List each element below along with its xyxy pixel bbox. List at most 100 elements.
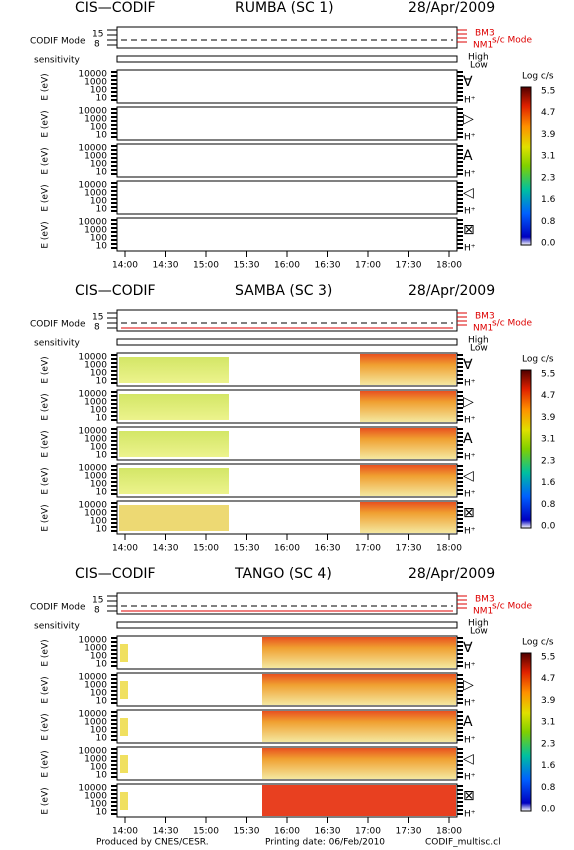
y-tick-label: 1000 bbox=[84, 755, 107, 765]
colorbar-tick-label: 0.0 bbox=[541, 805, 556, 815]
date: 28/Apr/2009 bbox=[408, 283, 495, 299]
mode-low: NM1 bbox=[473, 41, 493, 51]
colorbar-tick-label: 5.5 bbox=[541, 653, 555, 663]
y-tick-label: 100 bbox=[90, 517, 107, 527]
species: H⁺ bbox=[464, 96, 476, 106]
species: H⁺ bbox=[464, 699, 476, 709]
sensitivity-high: High bbox=[468, 619, 489, 629]
colorbar-tick-label: 0.8 bbox=[541, 500, 556, 510]
x-tick-label: 15:30 bbox=[234, 827, 260, 837]
y-tick-label: 100 bbox=[90, 443, 107, 453]
spectrogram-fill bbox=[119, 505, 229, 531]
y-tick-label: 10000 bbox=[78, 181, 107, 191]
y-axis-label: E (eV) bbox=[41, 787, 51, 814]
y-tick-label: 100 bbox=[90, 800, 107, 810]
direction-symbol: ▷ bbox=[463, 111, 474, 127]
spacecraft: SAMBA (SC 3) bbox=[235, 283, 332, 299]
x-tick-label: 16:00 bbox=[274, 827, 300, 837]
spectrogram-fill bbox=[120, 755, 128, 773]
mode-label: CODIF Mode bbox=[30, 320, 86, 330]
direction-symbol: A bbox=[463, 714, 473, 730]
y-tick-label: 10 bbox=[96, 660, 108, 670]
colorbar-title: Log c/s bbox=[522, 72, 554, 82]
species: H⁺ bbox=[464, 453, 476, 463]
y-tick-label: 10 bbox=[96, 94, 108, 104]
colorbar-tick-label: 5.5 bbox=[541, 370, 555, 380]
y-tick-label: 1000 bbox=[84, 78, 107, 88]
colorbar-tick-label: 4.7 bbox=[541, 391, 555, 401]
species: H⁺ bbox=[464, 244, 476, 254]
x-tick-label: 16:30 bbox=[315, 827, 341, 837]
spectrogram-fill bbox=[360, 465, 456, 496]
y-tick-label: 100 bbox=[90, 86, 107, 96]
colorbar-tick-label: 1.6 bbox=[541, 761, 556, 771]
species: H⁺ bbox=[464, 662, 476, 672]
sensitivity-low: Low bbox=[470, 344, 488, 354]
y-tick-label: 10000 bbox=[78, 144, 107, 154]
species: H⁺ bbox=[464, 379, 476, 389]
colorbar-tick-label: 3.9 bbox=[541, 413, 556, 423]
y-tick-label: 1000 bbox=[84, 509, 107, 519]
x-tick-label: 17:30 bbox=[396, 261, 422, 271]
mode-label: CODIF Mode bbox=[30, 603, 86, 613]
direction-symbol: ⊠ bbox=[463, 505, 475, 521]
sensitivity-row bbox=[116, 621, 458, 629]
y-tick-label: 10000 bbox=[78, 710, 107, 720]
y-axis-label: E (eV) bbox=[41, 430, 51, 457]
direction-symbol: ∀ bbox=[463, 74, 473, 90]
y-tick-label: 10 bbox=[96, 771, 108, 781]
spectrogram-fill bbox=[120, 644, 128, 662]
colorbar-tick-label: 3.1 bbox=[541, 718, 555, 728]
spectrogram-panel bbox=[116, 352, 458, 387]
colorbar bbox=[520, 86, 532, 246]
species: H⁺ bbox=[464, 170, 476, 180]
instrument: CIS—CODIF bbox=[75, 566, 156, 582]
y-axis-label: E (eV) bbox=[41, 147, 51, 174]
mode-tick: 15 bbox=[92, 596, 103, 606]
spectrogram-panel bbox=[116, 635, 458, 670]
y-axis-label: E (eV) bbox=[41, 750, 51, 777]
colorbar-tick-label: 3.1 bbox=[541, 435, 555, 445]
species: H⁺ bbox=[464, 527, 476, 537]
x-tick-label: 15:30 bbox=[234, 544, 260, 554]
y-tick-label: 1000 bbox=[84, 435, 107, 445]
species: H⁺ bbox=[464, 490, 476, 500]
spacecraft: RUMBA (SC 1) bbox=[235, 0, 334, 16]
y-tick-label: 100 bbox=[90, 160, 107, 170]
y-axis-label: E (eV) bbox=[41, 676, 51, 703]
y-tick-label: 10 bbox=[96, 414, 108, 424]
y-tick-label: 1000 bbox=[84, 115, 107, 125]
spectrogram-fill bbox=[262, 711, 456, 742]
y-axis-label: E (eV) bbox=[41, 73, 51, 100]
sensitivity-label: sensitivity bbox=[34, 56, 81, 66]
mode-tick: 8 bbox=[94, 40, 100, 50]
instrument: CIS—CODIF bbox=[75, 283, 156, 299]
spacecraft: TANGO (SC 4) bbox=[234, 566, 332, 582]
sensitivity-label: sensitivity bbox=[34, 339, 81, 349]
x-tick-label: 16:00 bbox=[274, 261, 300, 271]
y-tick-label: 100 bbox=[90, 197, 107, 207]
colorbar-tick-label: 2.3 bbox=[541, 173, 555, 183]
spectrogram-fill bbox=[360, 502, 456, 533]
sensitivity-row bbox=[116, 338, 458, 346]
spectrogram-panel bbox=[116, 389, 458, 424]
y-tick-label: 100 bbox=[90, 406, 107, 416]
x-tick-label: 18:00 bbox=[436, 544, 462, 554]
spectrogram-panel bbox=[116, 746, 458, 781]
x-tick-label: 18:00 bbox=[436, 827, 462, 837]
x-tick-label: 18:00 bbox=[436, 261, 462, 271]
mode-low: NM1 bbox=[473, 607, 493, 617]
mode-tick: 15 bbox=[92, 313, 103, 323]
species: H⁺ bbox=[464, 207, 476, 217]
y-axis-label: E (eV) bbox=[41, 393, 51, 420]
direction-symbol: ▷ bbox=[463, 677, 474, 693]
x-tick-label: 17:30 bbox=[396, 827, 422, 837]
spectrogram-fill bbox=[262, 748, 456, 779]
species: H⁺ bbox=[464, 133, 476, 143]
y-axis-label: E (eV) bbox=[41, 184, 51, 211]
footer-file: CODIF_multisc.cl bbox=[425, 838, 501, 848]
spectrogram-fill bbox=[119, 394, 229, 420]
y-tick-label: 10000 bbox=[78, 464, 107, 474]
x-tick-label: 17:00 bbox=[355, 261, 381, 271]
